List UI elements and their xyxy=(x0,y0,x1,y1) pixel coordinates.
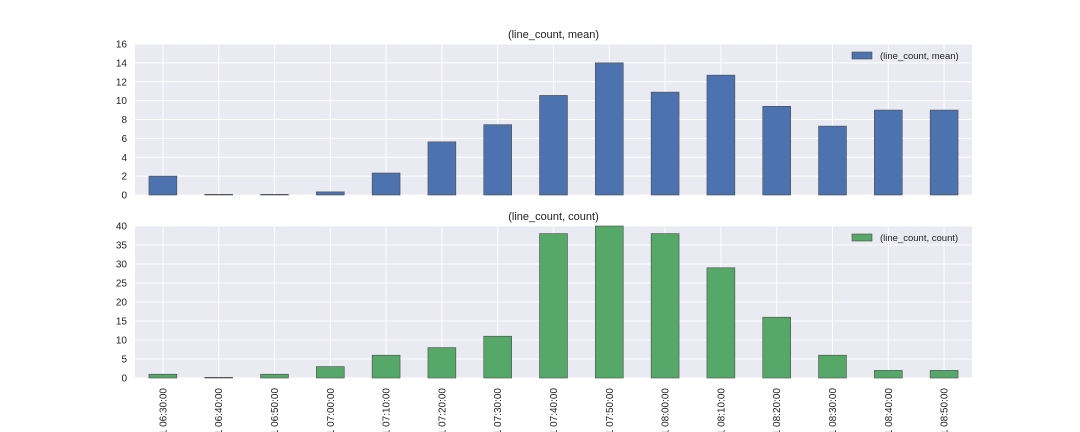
legend-label: (line_count, count) xyxy=(880,233,958,244)
x-tick-label: 1 08:40:00 xyxy=(884,388,895,432)
x-tick-label: 1 06:50:00 xyxy=(270,388,281,432)
bar xyxy=(427,141,457,196)
y-tick-label: 0 xyxy=(121,191,127,202)
bar xyxy=(148,373,178,379)
bar xyxy=(539,233,568,379)
y-tick-label: 35 xyxy=(116,241,128,252)
bar xyxy=(762,316,791,379)
legend-label: (line_count, mean) xyxy=(880,51,959,62)
subplot-mean: 0 2 4 6 8 10 12 14 16 (line_count, mean) (line_cou… xyxy=(116,29,972,202)
bar xyxy=(706,74,736,196)
bar xyxy=(371,354,401,379)
y-tick-label: 30 xyxy=(116,260,128,271)
x-tick-label: 1 07:30:00 xyxy=(493,388,504,432)
legend-swatch xyxy=(851,233,873,242)
y-tick-label: 10 xyxy=(116,96,128,107)
legend: (line_count, count) xyxy=(851,233,958,244)
bar xyxy=(706,267,736,379)
x-tick-label: 1 07:20:00 xyxy=(437,388,448,432)
bar xyxy=(427,347,457,379)
bar xyxy=(762,105,791,196)
bar xyxy=(650,91,680,196)
bar xyxy=(929,109,959,196)
bar xyxy=(874,109,903,196)
bar xyxy=(595,225,624,379)
bar xyxy=(650,233,680,379)
y-tick-label: 15 xyxy=(116,317,128,328)
bar xyxy=(316,366,345,379)
y-tick-label: 0 xyxy=(121,374,127,385)
bar xyxy=(483,124,512,196)
bar xyxy=(818,125,847,196)
bar xyxy=(929,370,959,379)
x-tick-label: 1 08:10:00 xyxy=(716,388,727,432)
bar xyxy=(483,335,512,379)
bar xyxy=(539,95,568,196)
subplot-count: 0 5 10 15 20 25 30 35 40 (line_count, count) (line… xyxy=(116,211,972,432)
y-tick-label: 6 xyxy=(121,134,127,145)
x-tick-label: 1 07:10:00 xyxy=(382,388,393,432)
x-tick-label: 1 07:50:00 xyxy=(605,388,616,432)
y-tick-label: 25 xyxy=(116,279,128,290)
bar xyxy=(371,172,401,196)
x-tick-label: 1 06:40:00 xyxy=(214,388,225,432)
y-tick-label: 40 xyxy=(116,222,128,233)
bar xyxy=(260,194,289,196)
y-tick-label: 16 xyxy=(116,40,128,51)
x-tick-label: 1 08:20:00 xyxy=(772,388,783,432)
x-tick-label: 1 07:40:00 xyxy=(549,388,560,432)
bar xyxy=(595,62,624,196)
bar xyxy=(204,377,233,379)
bar xyxy=(204,194,233,196)
x-tick-label: 1 08:30:00 xyxy=(828,388,839,432)
y-tick-label: 14 xyxy=(116,58,128,69)
y-tick-label: 8 xyxy=(121,115,127,126)
bar xyxy=(148,175,178,196)
bar xyxy=(316,191,345,196)
y-tick-label: 4 xyxy=(121,153,127,164)
subplot-title: (line_count, count) xyxy=(508,211,599,223)
x-tick-label: 1 08:50:00 xyxy=(940,388,951,432)
y-tick-label: 12 xyxy=(116,77,128,88)
legend: (line_count, mean) xyxy=(851,51,959,62)
y-tick-label: 10 xyxy=(116,336,128,347)
y-tick-label: 2 xyxy=(121,172,127,183)
x-tick-label: 1 07:00:00 xyxy=(326,388,337,432)
bar xyxy=(260,373,289,379)
y-tick-label: 20 xyxy=(116,298,128,309)
bar xyxy=(874,370,903,379)
bar xyxy=(818,354,847,379)
subplot-title: (line_count, mean) xyxy=(508,29,599,41)
legend-swatch xyxy=(851,51,873,60)
x-tick-label: 1 08:00:00 xyxy=(661,388,672,432)
x-tick-label: 1 06:30:00 xyxy=(158,388,169,432)
y-tick-label: 5 xyxy=(121,355,127,366)
